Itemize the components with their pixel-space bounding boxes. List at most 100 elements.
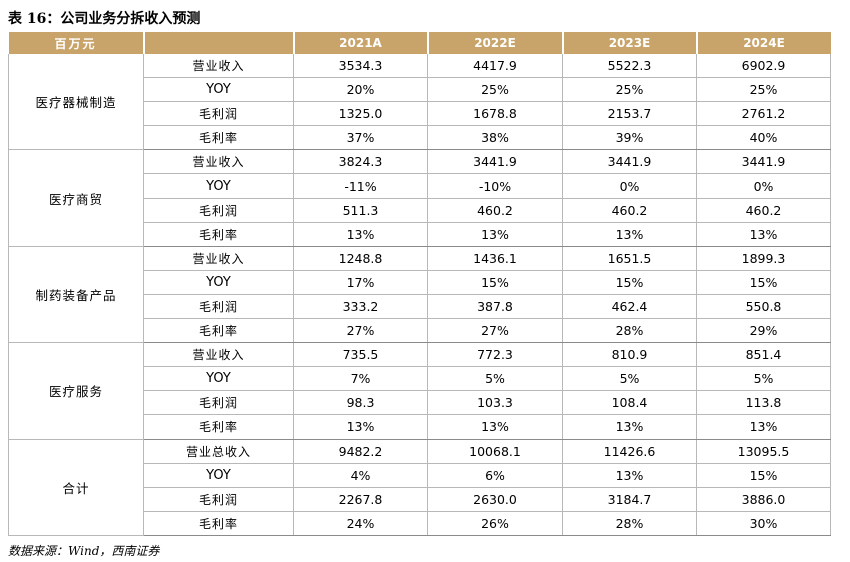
- table-row: 毛利润 511.3 460.2 460.2 460.2: [9, 198, 831, 223]
- metric-label-cell: 毛利润: [143, 487, 294, 512]
- value-cell: 1678.8: [427, 101, 563, 127]
- value-cell: 0%: [696, 173, 831, 199]
- value-cell: 26%: [427, 511, 563, 536]
- metric-label-cell: 毛利率: [143, 222, 294, 247]
- metric-label-cell: YOY: [143, 173, 294, 199]
- value-cell: 6902.9: [696, 54, 831, 79]
- table-row: 制药装备产品 营业收入 1248.8 1436.1 1651.5 1899.3: [8, 246, 831, 344]
- segment-name-cell: 医疗商贸: [8, 149, 144, 247]
- value-cell: 25%: [696, 77, 831, 103]
- value-cell: 13%: [562, 222, 697, 247]
- metric-label-cell: 营业总收入: [143, 439, 294, 464]
- value-cell: 1248.8: [293, 246, 428, 271]
- value-cell: 460.2: [696, 198, 831, 223]
- value-cell: 11426.6: [562, 439, 697, 464]
- segment-name-cell: 合计: [8, 439, 144, 536]
- table-row: YOY 20% 25% 25% 25%: [9, 77, 831, 103]
- table-row: 毛利润 333.2 387.8 462.4 550.8: [9, 294, 831, 320]
- value-cell: 108.4: [562, 390, 697, 416]
- value-cell: 460.2: [562, 198, 697, 223]
- value-cell: 5%: [696, 366, 831, 392]
- value-cell: 30%: [696, 511, 831, 536]
- year-header-2023: 2023E: [562, 32, 698, 54]
- value-cell: 27%: [427, 318, 563, 344]
- value-cell: 25%: [562, 77, 697, 103]
- unit-header: 百万元: [8, 32, 145, 54]
- metric-label-cell: 营业收入: [143, 342, 294, 368]
- value-cell: 3441.9: [427, 149, 563, 175]
- value-cell: 20%: [293, 77, 428, 103]
- value-cell: 2630.0: [427, 487, 563, 512]
- table-row: 合计 营业总收入 9482.2 10068.1 11426.6 13095.5: [8, 439, 831, 536]
- value-cell: 39%: [562, 125, 697, 151]
- segment-name-cell: 医疗器械制造: [8, 54, 144, 151]
- value-cell: 3441.9: [696, 149, 831, 175]
- table-row: 毛利率 27% 27% 28% 29%: [9, 318, 831, 344]
- value-cell: 2267.8: [293, 487, 428, 512]
- source-note: 数据来源：Wind，西南证券: [8, 544, 160, 558]
- value-cell: 13%: [427, 414, 563, 440]
- table-row: YOY -11% -10% 0% 0%: [9, 173, 831, 199]
- value-cell: 735.5: [293, 342, 428, 368]
- value-cell: 10068.1: [427, 439, 563, 464]
- value-cell: 98.3: [293, 390, 428, 416]
- value-cell: 550.8: [696, 294, 831, 320]
- value-cell: 810.9: [562, 342, 697, 368]
- table-row: YOY 4% 6% 13% 15%: [9, 463, 831, 488]
- value-cell: 13%: [562, 463, 697, 488]
- value-cell: 333.2: [293, 294, 428, 320]
- value-cell: 13%: [293, 222, 428, 247]
- value-cell: 1436.1: [427, 246, 563, 271]
- metric-label-cell: YOY: [143, 77, 294, 103]
- metric-label-cell: 毛利润: [143, 198, 294, 223]
- metric-label-cell: 毛利率: [143, 414, 294, 440]
- value-cell: 13%: [696, 414, 831, 440]
- value-cell: 6%: [427, 463, 563, 488]
- metric-label-cell: 营业收入: [143, 246, 294, 271]
- value-cell: 13%: [562, 414, 697, 440]
- value-cell: 387.8: [427, 294, 563, 320]
- metric-header-blank: [143, 32, 295, 54]
- revenue-forecast-table: 百万元 2021A 2022E 2023E 2024E 医疗器械制造 营业收入 35…: [8, 32, 831, 536]
- value-cell: 1325.0: [293, 101, 428, 127]
- value-cell: 4%: [293, 463, 428, 488]
- value-cell: 40%: [696, 125, 831, 151]
- table-row: 毛利率 24% 26% 28% 30%: [9, 511, 831, 536]
- table-row: YOY 7% 5% 5% 5%: [9, 366, 831, 392]
- table-row: YOY 17% 15% 15% 15%: [9, 270, 831, 295]
- value-cell: 29%: [696, 318, 831, 344]
- value-cell: 17%: [293, 270, 428, 295]
- metric-label-cell: 营业收入: [143, 54, 294, 79]
- value-cell: 511.3: [293, 198, 428, 223]
- value-cell: 851.4: [696, 342, 831, 368]
- year-header-2024: 2024E: [696, 32, 831, 54]
- value-cell: 460.2: [427, 198, 563, 223]
- value-cell: 5522.3: [562, 54, 697, 79]
- year-header-2022: 2022E: [427, 32, 564, 54]
- metric-label-cell: 毛利润: [143, 101, 294, 127]
- value-cell: 13%: [696, 222, 831, 247]
- value-cell: 24%: [293, 511, 428, 536]
- value-cell: 462.4: [562, 294, 697, 320]
- value-cell: 13%: [293, 414, 428, 440]
- forecast-table-wrapper: 百万元 2021A 2022E 2023E 2024E 医疗器械制造 营业收入 35…: [8, 32, 831, 536]
- value-cell: 37%: [293, 125, 428, 151]
- value-cell: 772.3: [427, 342, 563, 368]
- table-header-row: 百万元 2021A 2022E 2023E 2024E: [8, 32, 831, 54]
- table-row: 毛利率 13% 13% 13% 13%: [9, 414, 831, 440]
- table-row: 毛利润 98.3 103.3 108.4 113.8: [9, 390, 831, 416]
- metric-label-cell: 毛利率: [143, 318, 294, 344]
- value-cell: 3441.9: [562, 149, 697, 175]
- metric-label-cell: 毛利润: [143, 294, 294, 320]
- value-cell: 113.8: [696, 390, 831, 416]
- value-cell: 28%: [562, 511, 697, 536]
- table-row: 医疗服务 营业收入 735.5 772.3 810.9 851.4: [8, 342, 831, 440]
- value-cell: 5%: [427, 366, 563, 392]
- metric-label-cell: YOY: [143, 463, 294, 488]
- value-cell: 2761.2: [696, 101, 831, 127]
- table-row: 毛利润 2267.8 2630.0 3184.7 3886.0: [9, 487, 831, 512]
- metric-label-cell: 毛利率: [143, 125, 294, 151]
- value-cell: 15%: [696, 270, 831, 295]
- segment-name-cell: 医疗服务: [8, 342, 144, 440]
- value-cell: 4417.9: [427, 54, 563, 79]
